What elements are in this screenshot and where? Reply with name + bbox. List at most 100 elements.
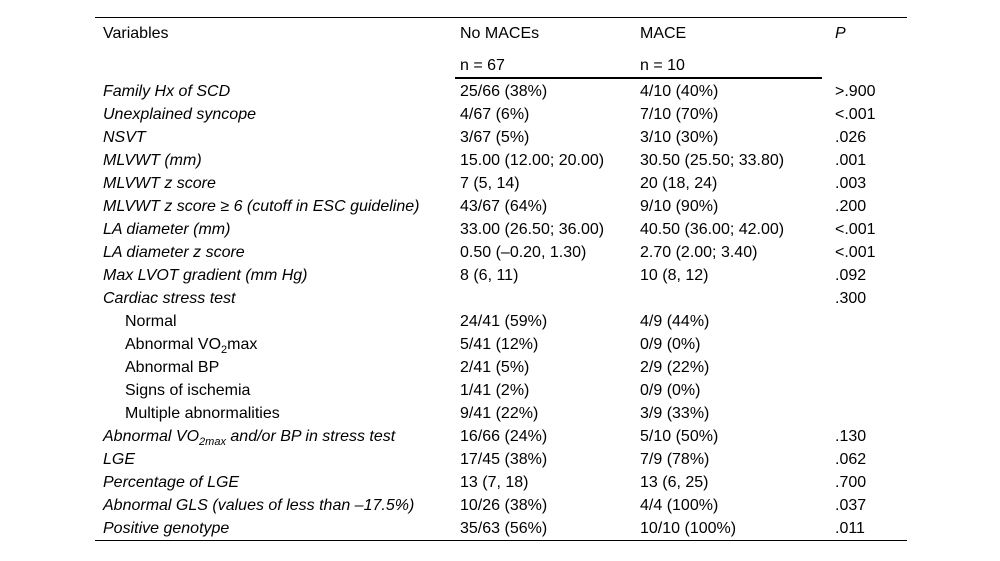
table-row: Abnormal VO2max and/or BP in stress test… [95,425,907,448]
row-label: Abnormal VO2max and/or BP in stress test [95,425,460,448]
row-label: Family Hx of SCD [95,80,460,103]
row-label: Cardiac stress test [95,287,460,310]
row-label-text: MLVWT z score [103,174,216,192]
table-row: Cardiac stress test .300 [95,287,907,310]
p-value: <.001 [835,105,876,123]
table-row: Percentage of LGE 13 (7, 18) 13 (6, 25) .70… [95,471,907,494]
row-label-text: Cardiac stress test [103,289,236,307]
p-value: .011 [835,519,865,537]
row-label-text: Abnormal VO [125,335,222,353]
row-label-text: Abnormal BP [125,358,220,376]
mace-value: 40.50 (36.00; 42.00) [640,220,785,238]
header-divider-rule [455,77,822,79]
table-row: Normal 24/41 (59%) 4/9 (44%) [95,310,907,333]
no-maces-value: 3/67 (5%) [460,128,530,146]
table-row: Abnormal VO2max 5/41 (12%) 0/9 (0%) [95,333,907,356]
row-label: Unexplained syncope [95,103,460,126]
mace-value: 4/4 (100%) [640,496,719,514]
row-label-text: and/or BP in stress test [225,427,396,445]
table-row: MLVWT (mm) 15.00 (12.00; 20.00) 30.50 (25.… [95,149,907,172]
no-maces-value: 2/41 (5%) [460,358,530,376]
row-label-text: LA diameter (mm) [103,220,231,238]
row-label-subscript: 2 [221,343,228,356]
p-value: .130 [835,427,867,445]
p-value [835,310,907,333]
mace-value: 9/10 (90%) [640,197,719,215]
no-maces-value: 5/41 (12%) [460,335,539,353]
row-label: Max LVOT gradient (mm Hg) [95,264,460,287]
table-row: Family Hx of SCD 25/66 (38%) 4/10 (40%) >.9… [95,80,907,103]
no-maces-value: 35/63 (56%) [460,519,548,537]
mace-value: 3/9 (33%) [640,404,710,422]
mace-value: 0/9 (0%) [640,335,701,353]
no-maces-value: 8 (6, 11) [460,266,519,284]
table-row: Abnormal BP 2/41 (5%) 2/9 (22%) [95,356,907,379]
no-maces-value: 7 (5, 14) [460,174,520,192]
p-value [835,379,907,402]
table-row: Positive genotype 35/63 (56%) 10/10 (100%)… [95,517,907,541]
mace-value: 13 (6, 25) [640,473,709,491]
header-mace: MACE [640,25,687,42]
outcomes-table: Variables No MACEs MACE P n = 67 n = 10 … [95,17,907,541]
row-label-text: Max LVOT gradient (mm Hg) [103,266,308,284]
row-label: Positive genotype [95,517,460,541]
table-row: Multiple abnormalities 9/41 (22%) 3/9 (33%… [95,402,907,425]
p-value: >.900 [835,82,876,100]
mace-value: 0/9 (0%) [640,381,701,399]
row-label-text: Abnormal VO [103,427,200,445]
row-label: LA diameter z score [95,241,460,264]
no-maces-value [460,287,640,310]
no-maces-value: 16/66 (24%) [460,427,548,445]
mace-value [640,287,835,310]
mace-value: 20 (18, 24) [640,174,718,192]
mace-value: 2.70 (2.00; 3.40) [640,243,758,261]
no-maces-value: 4/67 (6%) [460,105,530,123]
row-label-text: Signs of ischemia [125,381,251,399]
row-label-text: Multiple abnormalities [125,404,280,422]
no-maces-value: 0.50 (–0.20, 1.30) [460,243,587,261]
no-maces-value: 25/66 (38%) [460,82,548,100]
row-label: MLVWT (mm) [95,149,460,172]
row-label-text: Normal [125,312,177,330]
row-label: Abnormal GLS (values of less than –17.5%… [95,494,460,517]
p-value: .026 [835,128,867,146]
table-row: Max LVOT gradient (mm Hg) 8 (6, 11) 10 (8,… [95,264,907,287]
no-maces-value: 24/41 (59%) [460,312,548,330]
table-row: LA diameter (mm) 33.00 (26.50; 36.00) 40.5… [95,218,907,241]
header-no-maces: No MACEs [460,25,540,42]
header-n-mace: n = 10 [640,56,685,74]
header-n-row: n = 67 n = 10 [95,56,907,80]
p-value: .001 [835,151,867,169]
row-label: Abnormal BP [95,356,460,379]
row-label-text: max [227,335,258,353]
p-value: <.001 [835,243,876,261]
p-value [835,356,907,379]
mace-value: 30.50 (25.50; 33.80) [640,151,785,169]
row-label: NSVT [95,126,460,149]
table-row: MLVWT z score ≥ 6 (cutoff in ESC guideli… [95,195,907,218]
mace-value: 10 (8, 12) [640,266,709,284]
header-empty-cell [835,56,907,80]
p-value: .300 [835,289,867,307]
table-row: LGE 17/45 (38%) 7/9 (78%) .062 [95,448,907,471]
no-maces-value: 13 (7, 18) [460,473,529,491]
row-label-text: MLVWT (mm) [103,151,202,169]
row-label-text: Family Hx of SCD [103,82,231,100]
row-label: Normal [95,310,460,333]
header-p: P [835,25,846,42]
table-row: Signs of ischemia 1/41 (2%) 0/9 (0%) [95,379,907,402]
row-label: MLVWT z score [95,172,460,195]
no-maces-value: 1/41 (2%) [460,381,530,399]
no-maces-value: 17/45 (38%) [460,450,548,468]
row-label-text: Percentage of LGE [103,473,240,491]
mace-value: 4/9 (44%) [640,312,710,330]
row-label-text: NSVT [103,128,146,146]
row-label: LA diameter (mm) [95,218,460,241]
mace-value: 7/10 (70%) [640,105,719,123]
header-variables: Variables [103,25,169,42]
table-row: Unexplained syncope 4/67 (6%) 7/10 (70%) <.… [95,103,907,126]
p-value [835,402,907,425]
p-value: .200 [835,197,867,215]
row-label-text: Unexplained syncope [103,105,256,123]
